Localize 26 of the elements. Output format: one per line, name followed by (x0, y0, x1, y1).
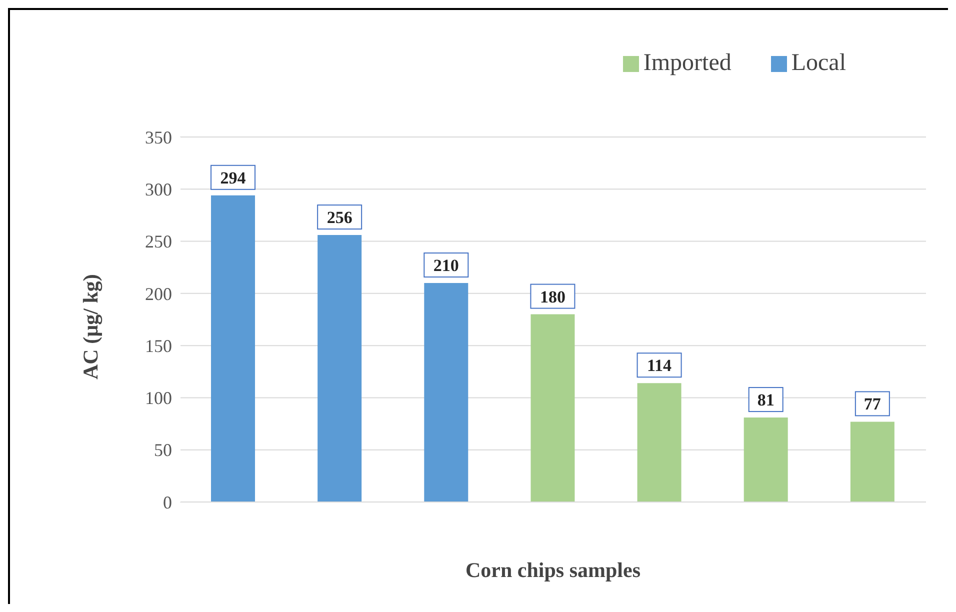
legend-label: Imported (643, 50, 732, 76)
y-tick-label: 250 (145, 232, 172, 252)
y-tick-label: 0 (163, 492, 172, 512)
y-tick-label: 300 (145, 180, 172, 200)
y-axis-title: AC (µg/ kg) (78, 274, 102, 380)
legend-label: Local (791, 50, 846, 76)
y-tick-label: 200 (145, 284, 172, 304)
data-label: 114 (647, 356, 672, 376)
data-label: 180 (540, 287, 566, 306)
bar (318, 235, 362, 502)
bar (744, 418, 788, 502)
data-label: 81 (757, 390, 774, 410)
bar (530, 314, 575, 502)
y-tick-label: 50 (154, 440, 172, 460)
bar (424, 283, 468, 502)
y-tick-label: 150 (145, 336, 172, 356)
x-axis-title: Corn chips samples (465, 558, 641, 582)
data-label: 294 (220, 168, 246, 188)
y-tick-label: 100 (145, 388, 172, 408)
y-tick-label: 350 (145, 127, 172, 148)
data-label: 210 (433, 256, 459, 275)
bar (211, 195, 255, 502)
data-label: 77 (864, 394, 882, 414)
data-label: 256 (326, 208, 352, 228)
bar (850, 422, 894, 502)
bar (637, 383, 682, 502)
